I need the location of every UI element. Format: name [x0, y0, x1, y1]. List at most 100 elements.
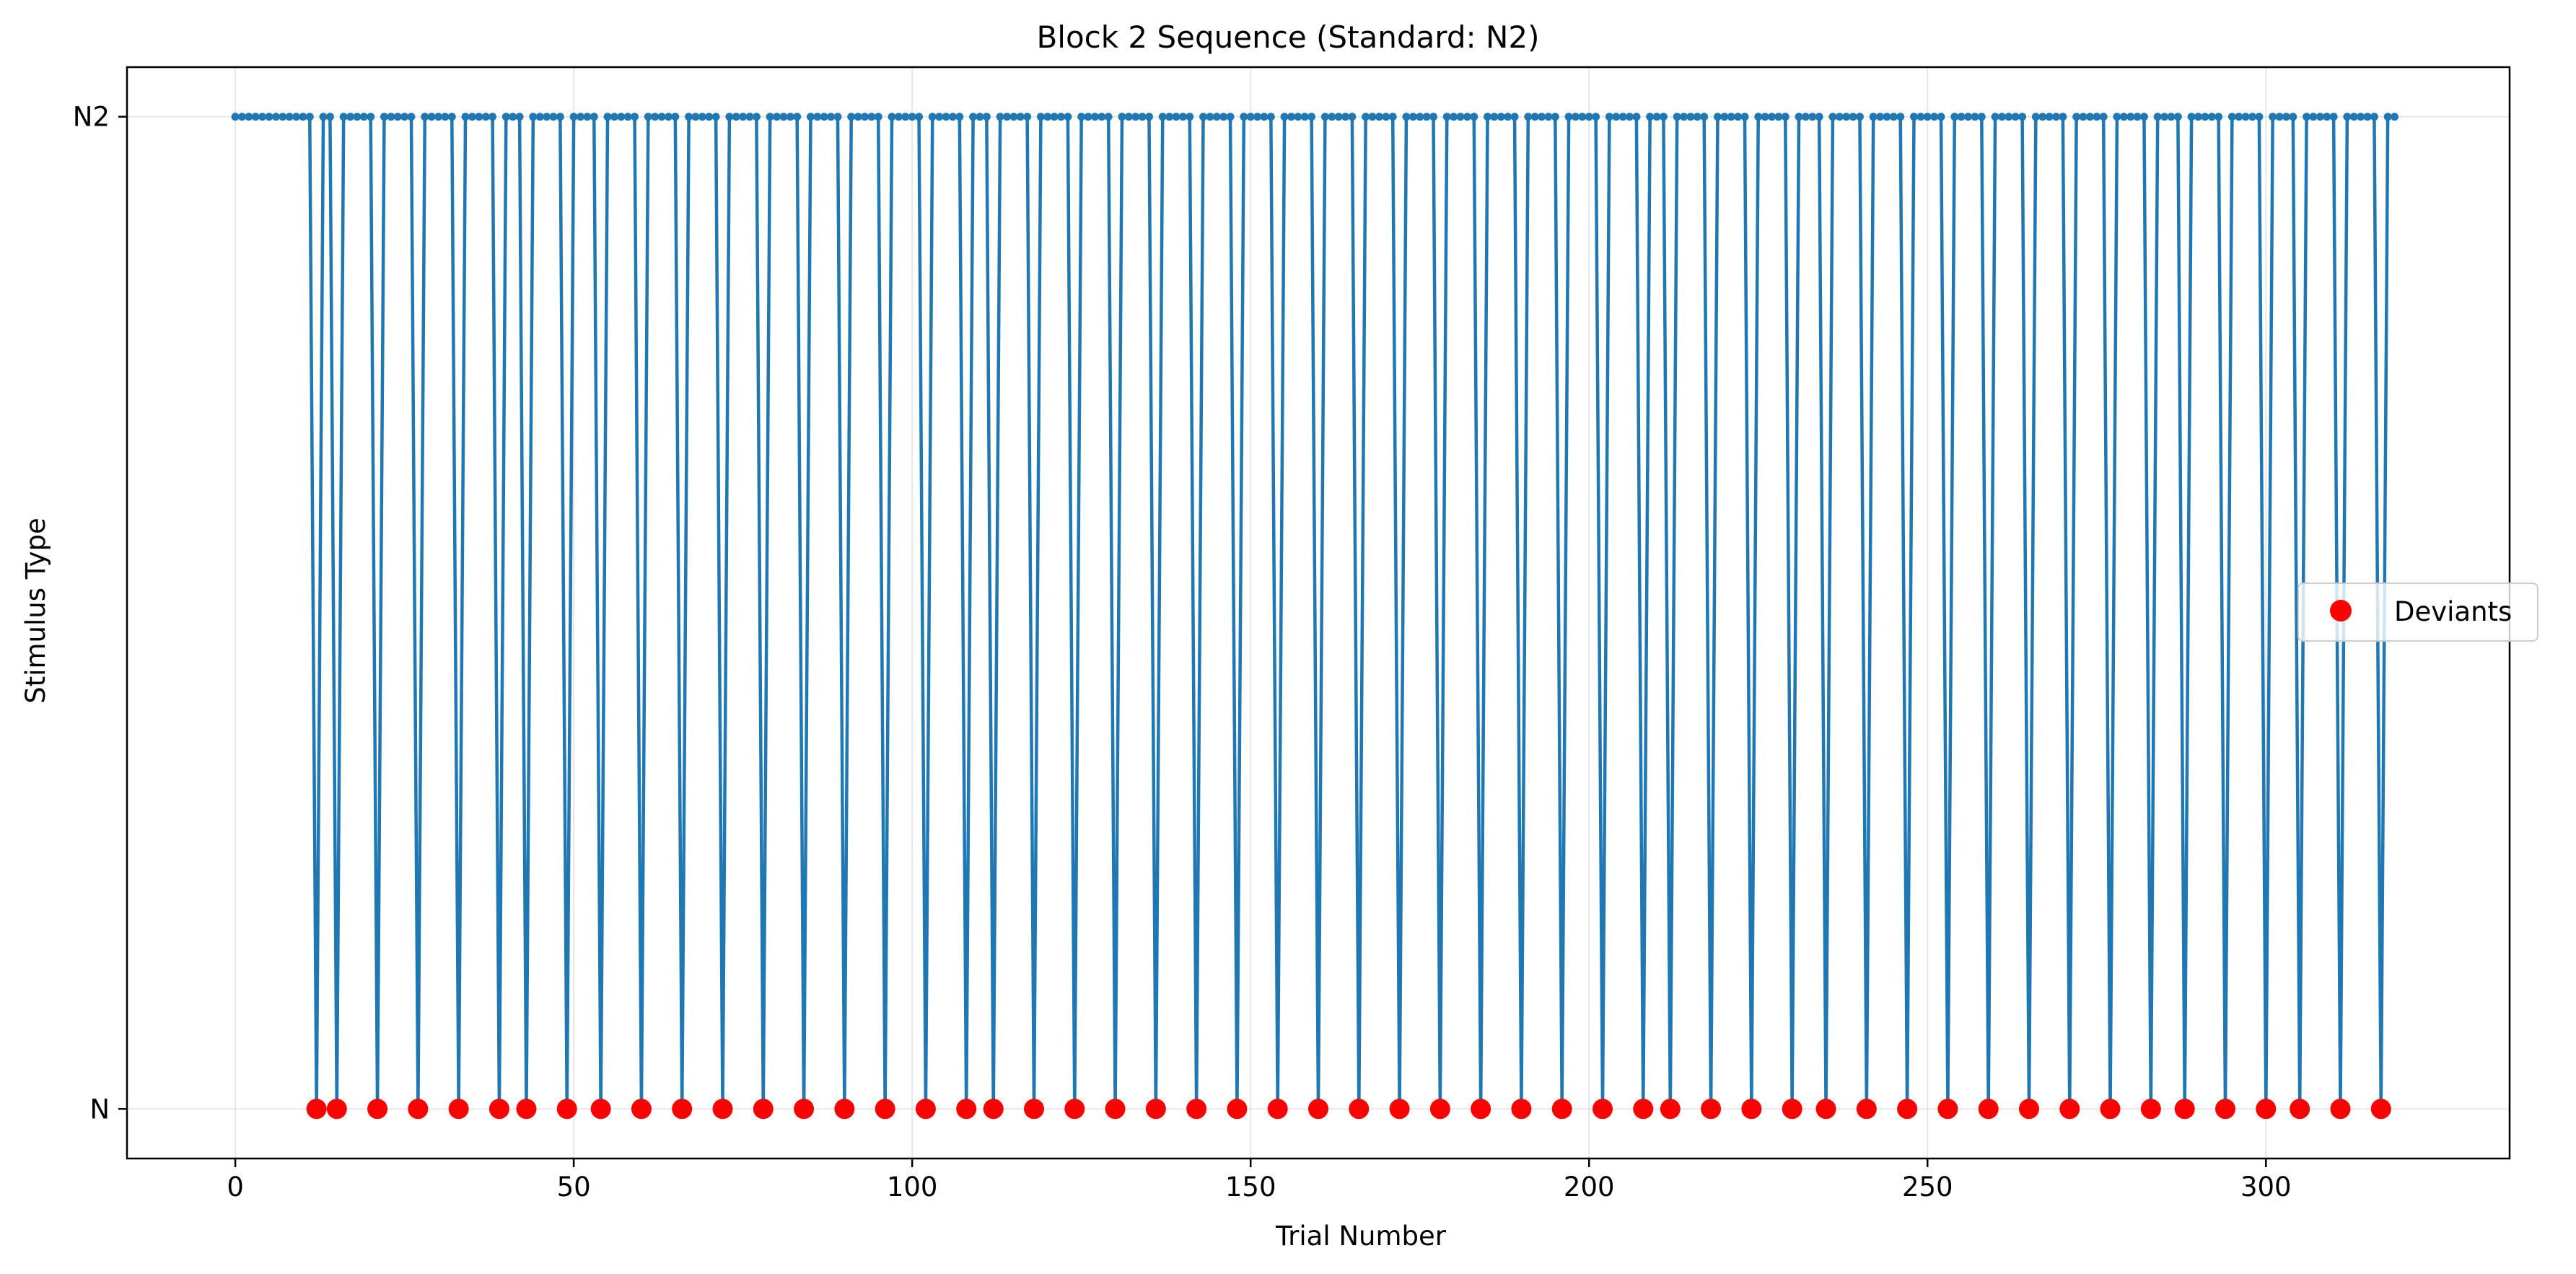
sequence-point	[393, 113, 402, 121]
sequence-point	[1504, 113, 1512, 121]
sequence-point	[1294, 113, 1302, 121]
sequence-point	[1138, 113, 1147, 121]
sequence-point	[1307, 113, 1316, 121]
sequence-point	[2201, 113, 2209, 121]
sequence-point	[1206, 113, 1214, 121]
deviant-point	[983, 1099, 1004, 1120]
y-tick-label: N	[89, 1094, 110, 1125]
sequence-point	[1341, 113, 1350, 121]
sequence-point	[292, 113, 301, 121]
sequence-point	[1700, 113, 1709, 121]
deviant-point	[875, 1099, 895, 1120]
sequence-point	[1165, 113, 1174, 121]
deviant-point	[1633, 1099, 1654, 1120]
sequence-point	[1896, 113, 1905, 121]
sequence-point	[319, 113, 328, 121]
deviant-point	[1782, 1099, 1802, 1120]
sequence-point	[1571, 113, 1580, 121]
sequence-point	[1131, 113, 1140, 121]
sequence-point	[1659, 113, 1668, 121]
deviant-point	[2290, 1099, 2310, 1120]
y-axis-label: Stimulus Type	[20, 518, 51, 704]
sequence-point	[1849, 113, 1857, 121]
sequence-point	[1246, 113, 1255, 121]
sequence-point	[766, 113, 774, 121]
sequence-point	[1382, 113, 1390, 121]
x-tick-label: 100	[887, 1172, 938, 1203]
deviant-point	[489, 1099, 509, 1120]
deviant-point	[2370, 1099, 2391, 1120]
sequence-point	[1510, 113, 1519, 121]
sequence-point	[1253, 113, 1262, 121]
sequence-point	[2018, 113, 2027, 121]
sequence-point	[1409, 113, 1417, 121]
sequence-point	[1734, 113, 1743, 121]
deviant-point	[1592, 1099, 1613, 1120]
deviant-point	[1064, 1099, 1085, 1120]
sequence-point	[827, 113, 836, 121]
sequence-point	[2153, 113, 2162, 121]
deviant-point	[408, 1099, 429, 1120]
sequence-point	[1855, 113, 1864, 121]
legend-marker-deviants	[2330, 600, 2352, 621]
sequence-point	[501, 113, 510, 121]
sequence-point	[529, 113, 538, 121]
sequence-point	[2072, 113, 2081, 121]
sequence-point	[2059, 113, 2067, 121]
sequence-point	[752, 113, 761, 121]
sequence-point	[698, 113, 706, 121]
sequence-point	[2383, 113, 2392, 121]
sequence-point	[2051, 113, 2060, 121]
sequence-point	[888, 113, 896, 121]
sequence-point	[786, 113, 794, 121]
sequence-point	[1334, 113, 1343, 121]
sequence-point	[1964, 113, 1973, 121]
deviant-point	[1897, 1099, 1918, 1120]
sequence-point	[908, 113, 916, 121]
sequence-point	[1002, 113, 1011, 121]
sequence-point	[2255, 113, 2264, 121]
sequence-point	[1212, 113, 1221, 121]
sequence-point	[1835, 113, 1844, 121]
sequence-point	[1287, 113, 1295, 121]
sequence-point	[1538, 113, 1546, 121]
deviant-point	[1660, 1099, 1681, 1120]
deviant-point	[2140, 1099, 2161, 1120]
sequence-point	[1578, 113, 1587, 121]
sequence-point	[1104, 113, 1113, 121]
deviants-series	[306, 1099, 2391, 1120]
sequence-point	[1144, 113, 1153, 121]
sequence-point	[1266, 113, 1275, 121]
sequence-point	[509, 113, 517, 121]
sequence-point	[359, 113, 368, 121]
x-axis: 0 50 100 150 200 250 300	[227, 1159, 2292, 1203]
sequence-point	[1564, 113, 1573, 121]
sequence-point	[590, 113, 598, 121]
sequence-point	[691, 113, 700, 121]
deviant-point	[794, 1099, 815, 1120]
deviant-point	[1551, 1099, 1572, 1120]
sequence-point	[481, 113, 490, 121]
sequence-point	[1815, 113, 1823, 121]
sequence-point	[1090, 113, 1099, 121]
sequence-point	[1077, 113, 1086, 121]
sequence-point	[245, 113, 253, 121]
legend-box	[2297, 583, 2538, 642]
sequence-point	[387, 113, 395, 121]
sequence-point	[617, 113, 626, 121]
deviant-point	[2330, 1099, 2351, 1120]
deviant-point	[915, 1099, 936, 1120]
deviant-point	[1024, 1099, 1045, 1120]
sequence-point	[1524, 113, 1533, 121]
deviant-point	[590, 1099, 611, 1120]
deviant-point	[556, 1099, 577, 1120]
sequence-point	[820, 113, 828, 121]
deviant-point	[956, 1099, 977, 1120]
sequence-point	[461, 113, 470, 121]
sequence-point	[2282, 113, 2290, 121]
chart-title: Block 2 Sequence (Standard: N2)	[1036, 19, 1539, 55]
sequence-point	[1050, 113, 1059, 121]
sequence-point	[2207, 113, 2216, 121]
sequence-point	[2363, 113, 2372, 121]
deviant-point	[2100, 1099, 2121, 1120]
